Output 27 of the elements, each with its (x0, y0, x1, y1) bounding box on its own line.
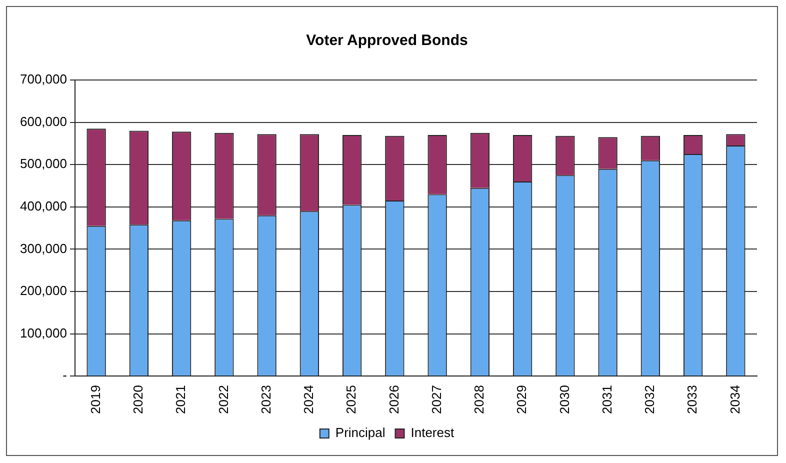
legend-label: Interest (410, 425, 454, 440)
x-tick-label: 2032 (642, 385, 658, 414)
x-tick-label: 2025 (344, 385, 359, 414)
x-tick-label: 2033 (684, 385, 700, 414)
x-tick-label: 2026 (386, 385, 402, 414)
y-tick-label: - (62, 368, 67, 383)
x-tick-label: 2023 (258, 385, 274, 414)
legend-label: Principal (335, 425, 386, 440)
x-tick-label: 2021 (173, 385, 188, 414)
y-tick-label: 700,000 (20, 72, 67, 87)
x-tick-label: 2024 (301, 385, 316, 414)
x-tick-label: 2029 (514, 385, 530, 414)
x-tick-label: 2019 (88, 385, 103, 414)
y-tick-label: 300,000 (20, 240, 67, 256)
y-tick-label: 100,000 (20, 325, 67, 340)
y-tick-label: 600,000 (20, 114, 67, 129)
x-tick-label: 2022 (216, 385, 231, 414)
y-tick-label: 500,000 (20, 156, 67, 172)
x-tick-label: 2028 (472, 385, 487, 414)
x-tick-label: 2034 (727, 385, 742, 414)
y-tick-label: 200,000 (20, 283, 67, 298)
x-tick-label: 2031 (599, 385, 614, 414)
chart-title: Voter Approved Bonds (306, 32, 468, 50)
x-tick-label: 2027 (428, 385, 444, 414)
x-tick-label: 2020 (130, 385, 146, 414)
x-tick-label: 2030 (556, 385, 572, 414)
y-tick-label: 400,000 (20, 198, 67, 214)
